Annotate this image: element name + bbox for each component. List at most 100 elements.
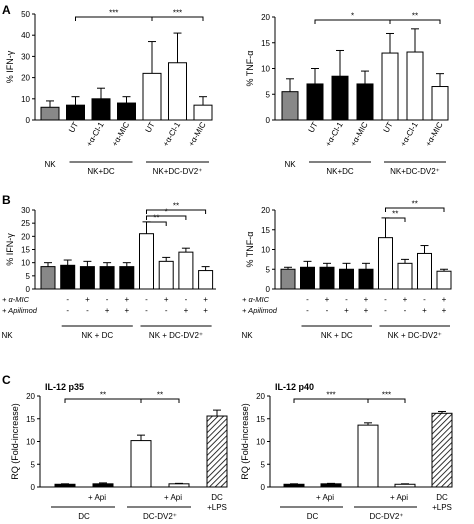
bar-label: +α-MIC bbox=[187, 120, 208, 148]
bar bbox=[40, 266, 56, 290]
bar bbox=[54, 483, 76, 488]
group-label: NK+DC bbox=[87, 167, 115, 176]
significance-bracket bbox=[146, 209, 207, 214]
group-label: NK + DC-DV2⁺ bbox=[149, 331, 203, 340]
chart-5: 0 5 10 15 20 RQ (Fold-increase) IL-12 p35 ** ** +… bbox=[10, 382, 228, 521]
significance-label: ** bbox=[412, 12, 418, 21]
y-tick-label: 0 bbox=[31, 483, 36, 492]
y-tick-label: 15 bbox=[261, 226, 270, 235]
y-tick-label: 0 bbox=[26, 116, 31, 125]
significance-label: ** bbox=[100, 391, 106, 400]
panel-letter-b: B bbox=[2, 193, 11, 207]
condition-mark: - bbox=[306, 295, 309, 304]
significance-label: *** bbox=[109, 9, 118, 18]
y-tick-label: 20 bbox=[261, 206, 270, 215]
group-label: NK bbox=[1, 331, 13, 340]
significance-bracket bbox=[389, 19, 441, 24]
y-tick-label: 20 bbox=[256, 392, 265, 401]
bar-label: +α-MIC bbox=[110, 120, 131, 148]
y-tick-label: 20 bbox=[261, 13, 270, 22]
bar bbox=[99, 266, 115, 290]
condition-label: + α-MIC bbox=[2, 295, 30, 304]
y-tick-label: 20 bbox=[21, 74, 30, 83]
panel-letter-c: C bbox=[2, 373, 11, 387]
condition-mark: + bbox=[203, 306, 208, 315]
group-label: NK+DC bbox=[326, 167, 354, 176]
y-axis-label: % TNF-α bbox=[245, 231, 255, 267]
bar bbox=[79, 266, 95, 290]
y-tick-label: 50 bbox=[21, 10, 30, 19]
y-tick-label: 10 bbox=[26, 438, 35, 447]
condition-mark: + bbox=[403, 295, 408, 304]
bar bbox=[66, 104, 85, 121]
bar bbox=[436, 270, 452, 290]
significance-label: ** bbox=[412, 200, 418, 209]
bar-label: DC +LPS bbox=[207, 493, 227, 512]
y-axis-label: RQ (Fold-increase) bbox=[10, 403, 20, 480]
y-tick-label: 5 bbox=[261, 460, 266, 469]
bar bbox=[117, 102, 136, 121]
significance-bracket bbox=[146, 221, 167, 226]
bar-label: UT bbox=[382, 120, 395, 134]
y-tick-label: 15 bbox=[261, 39, 270, 48]
bar bbox=[206, 415, 228, 488]
y-tick-label: 10 bbox=[21, 259, 30, 268]
significance-label: * bbox=[351, 12, 354, 21]
y-axis-label: RQ (Fold-increase) bbox=[240, 403, 250, 480]
bar bbox=[358, 268, 374, 290]
group-label: DC bbox=[78, 512, 90, 521]
y-tick-label: 5 bbox=[31, 460, 36, 469]
bar bbox=[139, 233, 154, 290]
bar bbox=[168, 62, 187, 121]
bar-label: UT bbox=[67, 120, 80, 134]
condition-mark: - bbox=[86, 306, 89, 315]
condition-mark: + bbox=[85, 295, 90, 304]
condition-mark: + bbox=[203, 295, 208, 304]
y-tick-label: 15 bbox=[26, 415, 35, 424]
significance-bracket bbox=[64, 398, 142, 403]
bar bbox=[331, 75, 349, 121]
condition-mark: + bbox=[164, 295, 169, 304]
condition-label: + Apilimod bbox=[242, 306, 278, 315]
bar bbox=[320, 483, 342, 488]
bar-label: UT bbox=[144, 120, 157, 134]
group-label: NK bbox=[44, 160, 56, 169]
panel-letter-a: A bbox=[2, 3, 11, 17]
condition-mark: - bbox=[66, 295, 69, 304]
group-label: NK + DC-DV2⁺ bbox=[388, 331, 442, 340]
significance-label: * bbox=[165, 208, 168, 217]
bar bbox=[130, 440, 152, 488]
chart-title: IL-12 p35 bbox=[45, 382, 84, 392]
group-label: NK + DC bbox=[81, 331, 113, 340]
bar bbox=[283, 483, 305, 488]
y-tick-label: 5 bbox=[266, 265, 271, 274]
significance-bracket bbox=[151, 16, 204, 21]
bar bbox=[417, 252, 432, 290]
condition-label: + Apilimod bbox=[2, 306, 38, 315]
condition-mark: + bbox=[364, 306, 369, 315]
significance-bracket bbox=[367, 398, 406, 403]
group-label: NK bbox=[284, 160, 296, 169]
bar bbox=[431, 86, 449, 121]
bar bbox=[397, 262, 413, 290]
group-label: DC-DV2⁺ bbox=[143, 512, 177, 521]
condition-mark: + bbox=[124, 306, 129, 315]
condition-mark: - bbox=[106, 295, 109, 304]
bar-label: +α-Cl-1 bbox=[85, 120, 106, 148]
significance-bracket bbox=[140, 398, 180, 403]
condition-mark: + bbox=[364, 295, 369, 304]
y-tick-label: 5 bbox=[26, 272, 31, 281]
y-axis-label: % IFN-γ bbox=[5, 50, 15, 83]
y-tick-label: 0 bbox=[26, 285, 31, 294]
bar bbox=[60, 264, 76, 290]
significance-label: *** bbox=[173, 9, 182, 18]
y-tick-label: 15 bbox=[21, 246, 30, 255]
condition-label: + α-MIC bbox=[242, 295, 270, 304]
bar-label: +α-MIC bbox=[349, 120, 370, 148]
y-axis-label: % TNF-α bbox=[245, 50, 255, 86]
y-tick-label: 25 bbox=[21, 219, 30, 228]
bar bbox=[178, 251, 194, 290]
bar bbox=[119, 266, 135, 290]
bar-label: UT bbox=[307, 120, 320, 134]
